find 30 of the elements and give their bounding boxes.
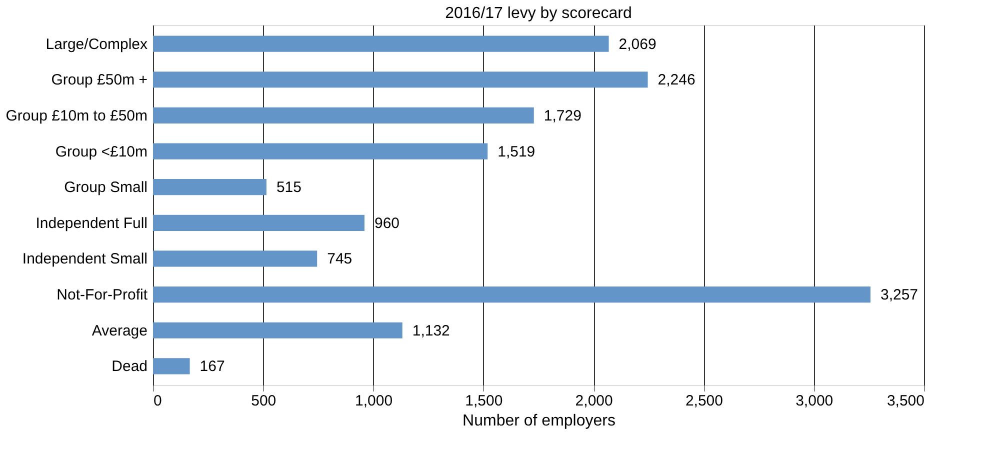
x-tick-label: 0: [154, 392, 162, 410]
y-tick-label: Dead: [112, 358, 148, 376]
y-tick-label: Group Small: [64, 179, 148, 196]
y-tick-label: Large/Complex: [46, 36, 148, 53]
data-label: 2,246: [658, 72, 696, 89]
data-label: 745: [327, 250, 352, 268]
x-tick-label: 3,000: [796, 392, 834, 410]
x-tick-label: 1,500: [465, 392, 503, 410]
data-label: 167: [200, 358, 225, 376]
x-tick-label: 2,500: [685, 392, 723, 410]
data-label: 1,519: [498, 143, 536, 160]
data-label: 1,132: [412, 322, 450, 340]
data-label: 1,729: [544, 107, 582, 124]
y-tick-label: Independent Small: [22, 250, 148, 268]
y-tick-label: Group <£10m: [55, 143, 148, 160]
data-label: 960: [374, 214, 400, 232]
data-label: 3,257: [880, 286, 918, 304]
y-tick-label: Group £50m +: [51, 72, 148, 89]
y-tick-label: Group £10m to £50m: [6, 107, 148, 124]
x-tick-label: 1,000: [355, 392, 393, 410]
data-label: 515: [276, 179, 302, 196]
x-tick-label: 2,000: [575, 392, 613, 410]
chart-title: 2016/17 levy by scorecard: [445, 5, 632, 22]
y-tick-label: Average: [92, 322, 148, 340]
y-tick-label: Independent Full: [36, 214, 148, 232]
x-tick-label: 500: [251, 392, 276, 410]
x-tick-label: 3,500: [886, 392, 924, 410]
x-axis-title: Number of employers: [462, 412, 616, 430]
y-tick-label: Not-For-Profit: [56, 286, 148, 304]
data-label: 2,069: [618, 36, 656, 53]
